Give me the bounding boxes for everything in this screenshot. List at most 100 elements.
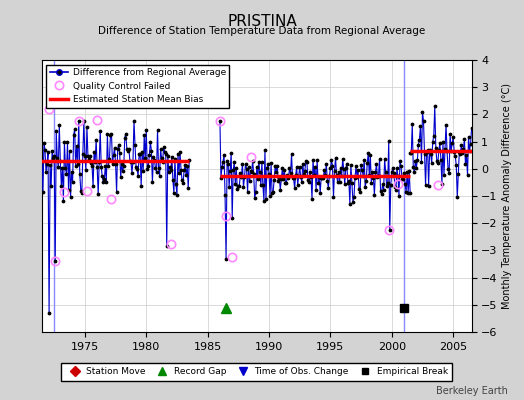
- Point: [459, 146, 467, 152]
- Point: [221, 192, 229, 198]
- Point: [444, 166, 452, 172]
- Point: [293, 182, 302, 188]
- Point: [425, 147, 434, 153]
- Point: [61, 165, 70, 171]
- Point: [237, 174, 246, 180]
- Point: [320, 167, 329, 174]
- Point: [421, 182, 430, 188]
- Point: [79, 151, 87, 157]
- Point: [132, 164, 140, 170]
- Point: [413, 157, 422, 163]
- Point: [111, 144, 119, 151]
- Point: [244, 164, 253, 171]
- Point: [415, 136, 423, 143]
- Point: [409, 164, 418, 170]
- Point: [224, 160, 232, 167]
- Point: [316, 190, 324, 196]
- Point: [285, 175, 293, 181]
- Point: [322, 160, 331, 167]
- Point: [131, 142, 139, 148]
- Point: [309, 157, 317, 163]
- Point: [313, 157, 321, 163]
- Point: [235, 182, 244, 189]
- Point: [248, 158, 257, 164]
- Point: [173, 192, 181, 198]
- Point: [399, 176, 407, 182]
- Point: [113, 146, 122, 152]
- Point: [181, 162, 189, 169]
- Point: [281, 180, 290, 186]
- Point: [261, 147, 269, 154]
- Point: [449, 134, 457, 140]
- Point: [86, 153, 94, 159]
- Point: [101, 163, 110, 169]
- Point: [431, 103, 439, 110]
- Point: [89, 183, 97, 189]
- Point: [119, 163, 128, 169]
- Point: [180, 166, 188, 173]
- Point: [93, 164, 101, 170]
- Point: [85, 156, 93, 162]
- Point: [391, 184, 399, 190]
- Point: [154, 126, 162, 133]
- Point: [378, 180, 387, 187]
- Point: [129, 158, 137, 165]
- Point: [370, 192, 379, 198]
- Point: [439, 139, 447, 146]
- Point: [145, 152, 154, 158]
- Point: [72, 142, 81, 149]
- Point: [423, 147, 432, 153]
- Point: [74, 118, 83, 124]
- Point: [461, 161, 470, 168]
- Point: [94, 191, 102, 198]
- Point: [335, 178, 344, 185]
- Point: [388, 169, 396, 175]
- Point: [404, 190, 412, 196]
- Point: [116, 174, 125, 180]
- Point: [373, 174, 381, 181]
- Point: [455, 149, 464, 155]
- Point: [395, 192, 403, 199]
- Point: [183, 162, 191, 169]
- Point: [406, 150, 414, 156]
- Point: [464, 133, 473, 140]
- Point: [107, 131, 116, 137]
- Point: [125, 146, 133, 152]
- Point: [346, 201, 354, 207]
- Point: [305, 179, 313, 185]
- Point: [228, 214, 236, 221]
- Point: [100, 176, 108, 182]
- Point: [238, 161, 247, 167]
- Point: [105, 156, 114, 162]
- Point: [308, 196, 316, 202]
- Point: [162, 243, 171, 250]
- Point: [278, 165, 287, 172]
- Point: [75, 171, 84, 177]
- Point: [328, 157, 336, 164]
- Point: [156, 172, 164, 179]
- Point: [169, 176, 177, 183]
- Point: [233, 186, 242, 192]
- Point: [462, 152, 471, 159]
- Point: [407, 150, 416, 156]
- Point: [49, 155, 57, 162]
- Point: [452, 162, 461, 168]
- Point: [84, 153, 92, 160]
- Point: [287, 151, 296, 158]
- Point: [243, 189, 252, 195]
- Text: Difference of Station Temperature Data from Regional Average: Difference of Station Temperature Data f…: [99, 26, 425, 36]
- Point: [304, 177, 312, 183]
- Point: [428, 160, 436, 166]
- Point: [362, 178, 370, 184]
- Point: [267, 160, 275, 166]
- Point: [144, 162, 152, 169]
- Point: [417, 159, 425, 165]
- Point: [55, 122, 63, 128]
- Point: [329, 194, 337, 200]
- Point: [351, 175, 359, 182]
- Point: [323, 178, 332, 184]
- Point: [104, 162, 113, 169]
- Point: [380, 156, 389, 162]
- Point: [250, 195, 259, 202]
- Point: [352, 163, 360, 170]
